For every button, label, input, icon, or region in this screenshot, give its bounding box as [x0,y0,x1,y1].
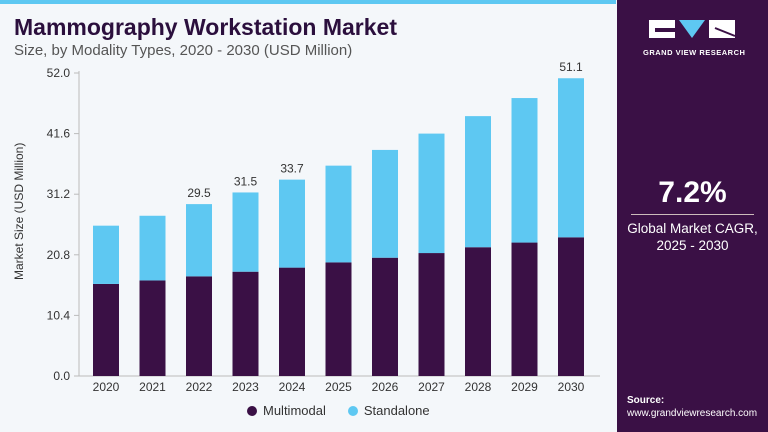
cagr-value: 7.2% [658,176,727,209]
x-tick-label: 2029 [511,380,538,394]
x-tick-label: 2023 [232,380,259,394]
x-tick-label: 2020 [93,380,120,394]
bar-multimodal-2027 [418,253,445,376]
bar-multimodal-2026 [372,257,398,376]
legend-item-multimodal: Multimodal [247,403,326,418]
data-label: 31.5 [234,174,258,188]
chart-subtitle: Size, by Modality Types, 2020 - 2030 (US… [14,42,353,59]
bar-multimodal-2023 [232,271,259,376]
bar-multimodal-2029 [511,242,538,376]
chart-title: Mammography Workstation Market [14,14,397,40]
y-tick-label: 0.0 [53,369,70,383]
y-tick-label: 41.6 [47,127,71,141]
bar-standalone-2023 [232,192,259,272]
bar-standalone-2022 [186,204,212,277]
bar-standalone-2025 [325,165,352,263]
legend-label: Multimodal [263,403,326,418]
legend-item-standalone: Standalone [347,403,430,418]
legend-label: Standalone [363,403,430,418]
bar-multimodal-2030 [558,237,584,376]
bar-multimodal-2022 [186,276,212,376]
sidebar-panel: GRAND VIEW RESEARCH 7.2% Global Market C… [617,0,768,432]
cagr-label-line-2: 2025 - 2030 [656,238,729,253]
bar-standalone-2024 [279,179,305,268]
legend-swatch-standalone [347,406,358,416]
bar-multimodal-2028 [465,247,491,376]
bar-standalone-2020 [93,225,119,284]
source-label: Source: [627,395,665,406]
bar-chart: 0.0 10.4 20.8 31.2 41.6 52.0 2020 2021 2022 29.5 2… [47,60,600,394]
source: Source: www.grandviewresearch.com [627,394,757,420]
divider [631,214,754,215]
data-label: 51.1 [559,60,583,74]
bar-standalone-2028 [465,116,491,248]
bar-standalone-2030 [558,78,584,238]
x-tick-label: 2024 [279,380,306,394]
data-label: 33.7 [280,162,304,176]
legend-swatch-multimodal [247,406,257,416]
x-tick-label: 2022 [186,380,213,394]
x-tick-label: 2030 [558,380,585,394]
source-link[interactable]: www.grandviewresearch.com [627,408,758,419]
logo-text: GRAND VIEW RESEARCH [643,48,746,57]
y-tick-label: 20.8 [47,248,71,262]
bar-multimodal-2024 [279,267,305,376]
bar-standalone-2021 [139,215,166,281]
bar-multimodal-2025 [325,262,352,376]
bar-standalone-2027 [418,133,445,254]
bar-multimodal-2021 [139,280,166,376]
top-accent-line [0,0,616,4]
data-label: 29.5 [187,186,211,200]
cagr-label: Global Market CAGR, 2025 - 2030 [617,220,768,254]
x-tick-label: 2028 [465,380,492,394]
y-tick-label: 31.2 [47,187,71,201]
bar-standalone-2026 [372,149,398,258]
bar-standalone-2029 [511,98,538,243]
legend: Multimodal Standalone [247,403,430,418]
x-tick-label: 2021 [139,380,166,394]
bar-multimodal-2020 [93,283,119,376]
x-tick-label: 2027 [418,380,445,394]
x-tick-label: 2025 [325,380,352,394]
y-tick-label: 52.0 [47,66,71,80]
y-tick-label: 10.4 [47,308,71,322]
x-tick-label: 2026 [372,380,399,394]
cagr-label-line-1: Global Market CAGR, [627,221,758,236]
grand-view-research-logo: GRAND VIEW RESEARCH [643,18,746,57]
gvr-logo-icon [649,20,736,38]
